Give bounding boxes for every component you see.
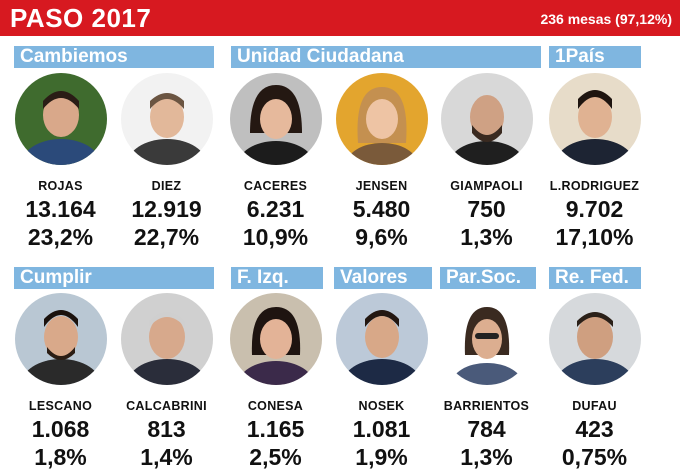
party-label-1pais: 1País [549,46,641,68]
candidate-name: NOSEK [358,399,405,413]
candidate-photo [120,293,213,385]
candidate-percent: 1,3% [460,224,513,250]
candidate-card: DIEZ 12.919 22,7% [110,73,223,251]
candidate-name: GIAMPAOLI [450,179,523,193]
candidate-votes: 5.480 [352,196,411,222]
party-label-cumplir: Cumplir [14,267,214,289]
candidate-photo [14,293,107,385]
candidate-card: DUFAU 423 0,75% [538,293,651,471]
party-label-cambiemos: Cambiemos [14,46,214,68]
candidate-votes: 1.081 [352,416,411,442]
candidate-name: CACERES [243,179,308,193]
candidate-percent: 9,6% [355,224,408,250]
candidate-name: CALCABRINI [126,399,207,413]
candidate-photo [440,293,533,385]
candidate-percent: 22,7% [133,224,200,250]
candidate-votes: 423 [575,416,614,442]
candidate-photo [548,293,641,385]
candidate-card: BARRIENTOS 784 1,3% [430,293,543,471]
candidate-name: CONESA [247,399,304,413]
candidate-photo [335,293,428,385]
candidate-votes: 6.231 [246,196,305,222]
candidate-votes: 784 [467,416,506,442]
candidate-card: LESCANO 1.068 1,8% [4,293,117,471]
candidate-name: BARRIENTOS [443,399,530,413]
candidate-card: CACERES 6.231 10,9% [219,73,332,251]
candidate-votes: 813 [147,416,186,442]
candidate-card: NOSEK 1.081 1,9% [325,293,438,471]
candidate-photo [229,73,322,165]
candidate-name: ROJAS [38,179,83,193]
tables-counted: 236 mesas (97,12%) [540,11,672,27]
candidate-votes: 13.164 [25,196,96,222]
candidate-name: L.RODRIGUEZ [549,179,640,193]
candidate-votes: 9.702 [565,196,624,222]
party-label-par-soc: Par.Soc. [440,267,536,289]
candidate-percent: 23,2% [27,224,94,250]
candidate-card: JENSEN 5.480 9,6% [325,73,438,251]
party-label-unidad-ciudadana: Unidad Ciudadana [231,46,541,68]
candidate-percent: 1,3% [460,444,513,470]
candidate-votes: 1.165 [246,416,305,442]
candidate-percent: 1,4% [140,444,193,470]
party-label-f-izq: F. Izq. [231,267,323,289]
candidate-name: JENSEN [355,179,408,193]
candidate-name: DUFAU [572,399,617,413]
page-title: PASO 2017 [10,3,152,33]
candidate-card: L.RODRIGUEZ 9.702 17,10% [538,73,651,251]
candidate-percent: 0,75% [561,444,628,470]
party-label-valores: Valores [334,267,432,289]
candidate-card: ROJAS 13.164 23,2% [4,73,117,251]
candidate-votes: 750 [467,196,506,222]
candidate-name: DIEZ [151,179,182,193]
header-bar: PASO 2017 236 mesas (97,12%) [0,0,680,36]
candidate-percent: 17,10% [555,224,634,250]
candidate-votes: 1.068 [31,416,90,442]
party-label-re-fed: Re. Fed. [549,267,641,289]
candidate-photo [14,73,107,165]
candidate-photo [120,73,213,165]
candidate-percent: 1,8% [34,444,87,470]
candidate-photo [335,73,428,165]
candidate-name: LESCANO [28,399,93,413]
candidate-card: CONESA 1.165 2,5% [219,293,332,471]
candidate-votes: 12.919 [131,196,202,222]
candidate-percent: 2,5% [249,444,302,470]
candidate-photo [548,73,641,165]
candidate-card: GIAMPAOLI 750 1,3% [430,73,543,251]
candidate-percent: 10,9% [242,224,309,250]
candidate-card: CALCABRINI 813 1,4% [110,293,223,471]
candidate-photo [229,293,322,385]
candidate-percent: 1,9% [355,444,408,470]
candidate-photo [440,73,533,165]
